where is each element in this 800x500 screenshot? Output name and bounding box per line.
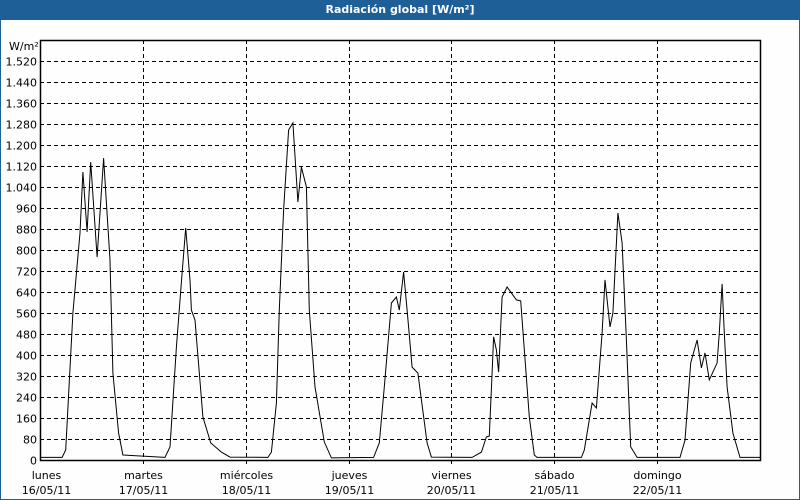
- x-tick-day-label: domingo: [633, 469, 681, 482]
- x-tick-date-label: 20/05/11: [427, 484, 476, 497]
- x-ticks: lunes 16/05/11 martes 17/05/11 miércoles 18/0…: [22, 469, 682, 497]
- y-tick-label: 560: [16, 308, 37, 321]
- y-tick-label: 720: [16, 266, 37, 279]
- radiation-series-line: [40, 121, 760, 459]
- x-tick-day-label: martes: [124, 469, 163, 482]
- y-tick-label: 1.280: [6, 119, 38, 132]
- plot-area-border: [39, 39, 762, 462]
- x-tick-date-label: 21/05/11: [530, 484, 579, 497]
- x-tick-day-label: miércoles: [220, 469, 273, 482]
- y-tick-label: 1.360: [6, 98, 38, 111]
- y-tick-label: 320: [16, 371, 37, 384]
- x-tick-day-label: jueves: [331, 469, 368, 482]
- x-tick-date-label: 17/05/11: [119, 484, 168, 497]
- x-tick-day-label: sábado: [535, 469, 575, 482]
- y-tick-label: 240: [16, 392, 37, 405]
- y-tick-label: 960: [16, 203, 37, 216]
- grid: [40, 40, 760, 464]
- x-tick-date-label: 18/05/11: [222, 484, 271, 497]
- y-tick-label: 400: [16, 350, 37, 363]
- x-tick-date-label: 16/05/11: [22, 484, 71, 497]
- y-tick-label: 1.120: [6, 161, 38, 174]
- x-tick-date-label: 22/05/11: [633, 484, 682, 497]
- y-tick-label: 1.200: [6, 140, 38, 153]
- y-axis-label: W/m²: [9, 40, 39, 53]
- x-tick-day-label: lunes: [32, 469, 62, 482]
- x-tick-date-label: 19/05/11: [325, 484, 374, 497]
- y-tick-label: 80: [23, 434, 37, 447]
- y-ticks: 0 80 160 240 320 400 480 560 640 720 800 880 960 1.04…: [6, 56, 38, 468]
- y-tick-label: 1.440: [6, 77, 38, 90]
- y-tick-label: 480: [16, 329, 37, 342]
- y-tick-label: 1.040: [6, 182, 38, 195]
- y-tick-label: 0: [30, 455, 37, 468]
- y-tick-label: 1.520: [6, 56, 38, 69]
- y-tick-label: 160: [16, 413, 37, 426]
- y-tick-label: 640: [16, 287, 37, 300]
- y-tick-label: 880: [16, 224, 37, 237]
- x-tick-day-label: viernes: [431, 469, 471, 482]
- y-tick-label: 800: [16, 245, 37, 258]
- chart-title: Radiación global [W/m²]: [0, 0, 800, 20]
